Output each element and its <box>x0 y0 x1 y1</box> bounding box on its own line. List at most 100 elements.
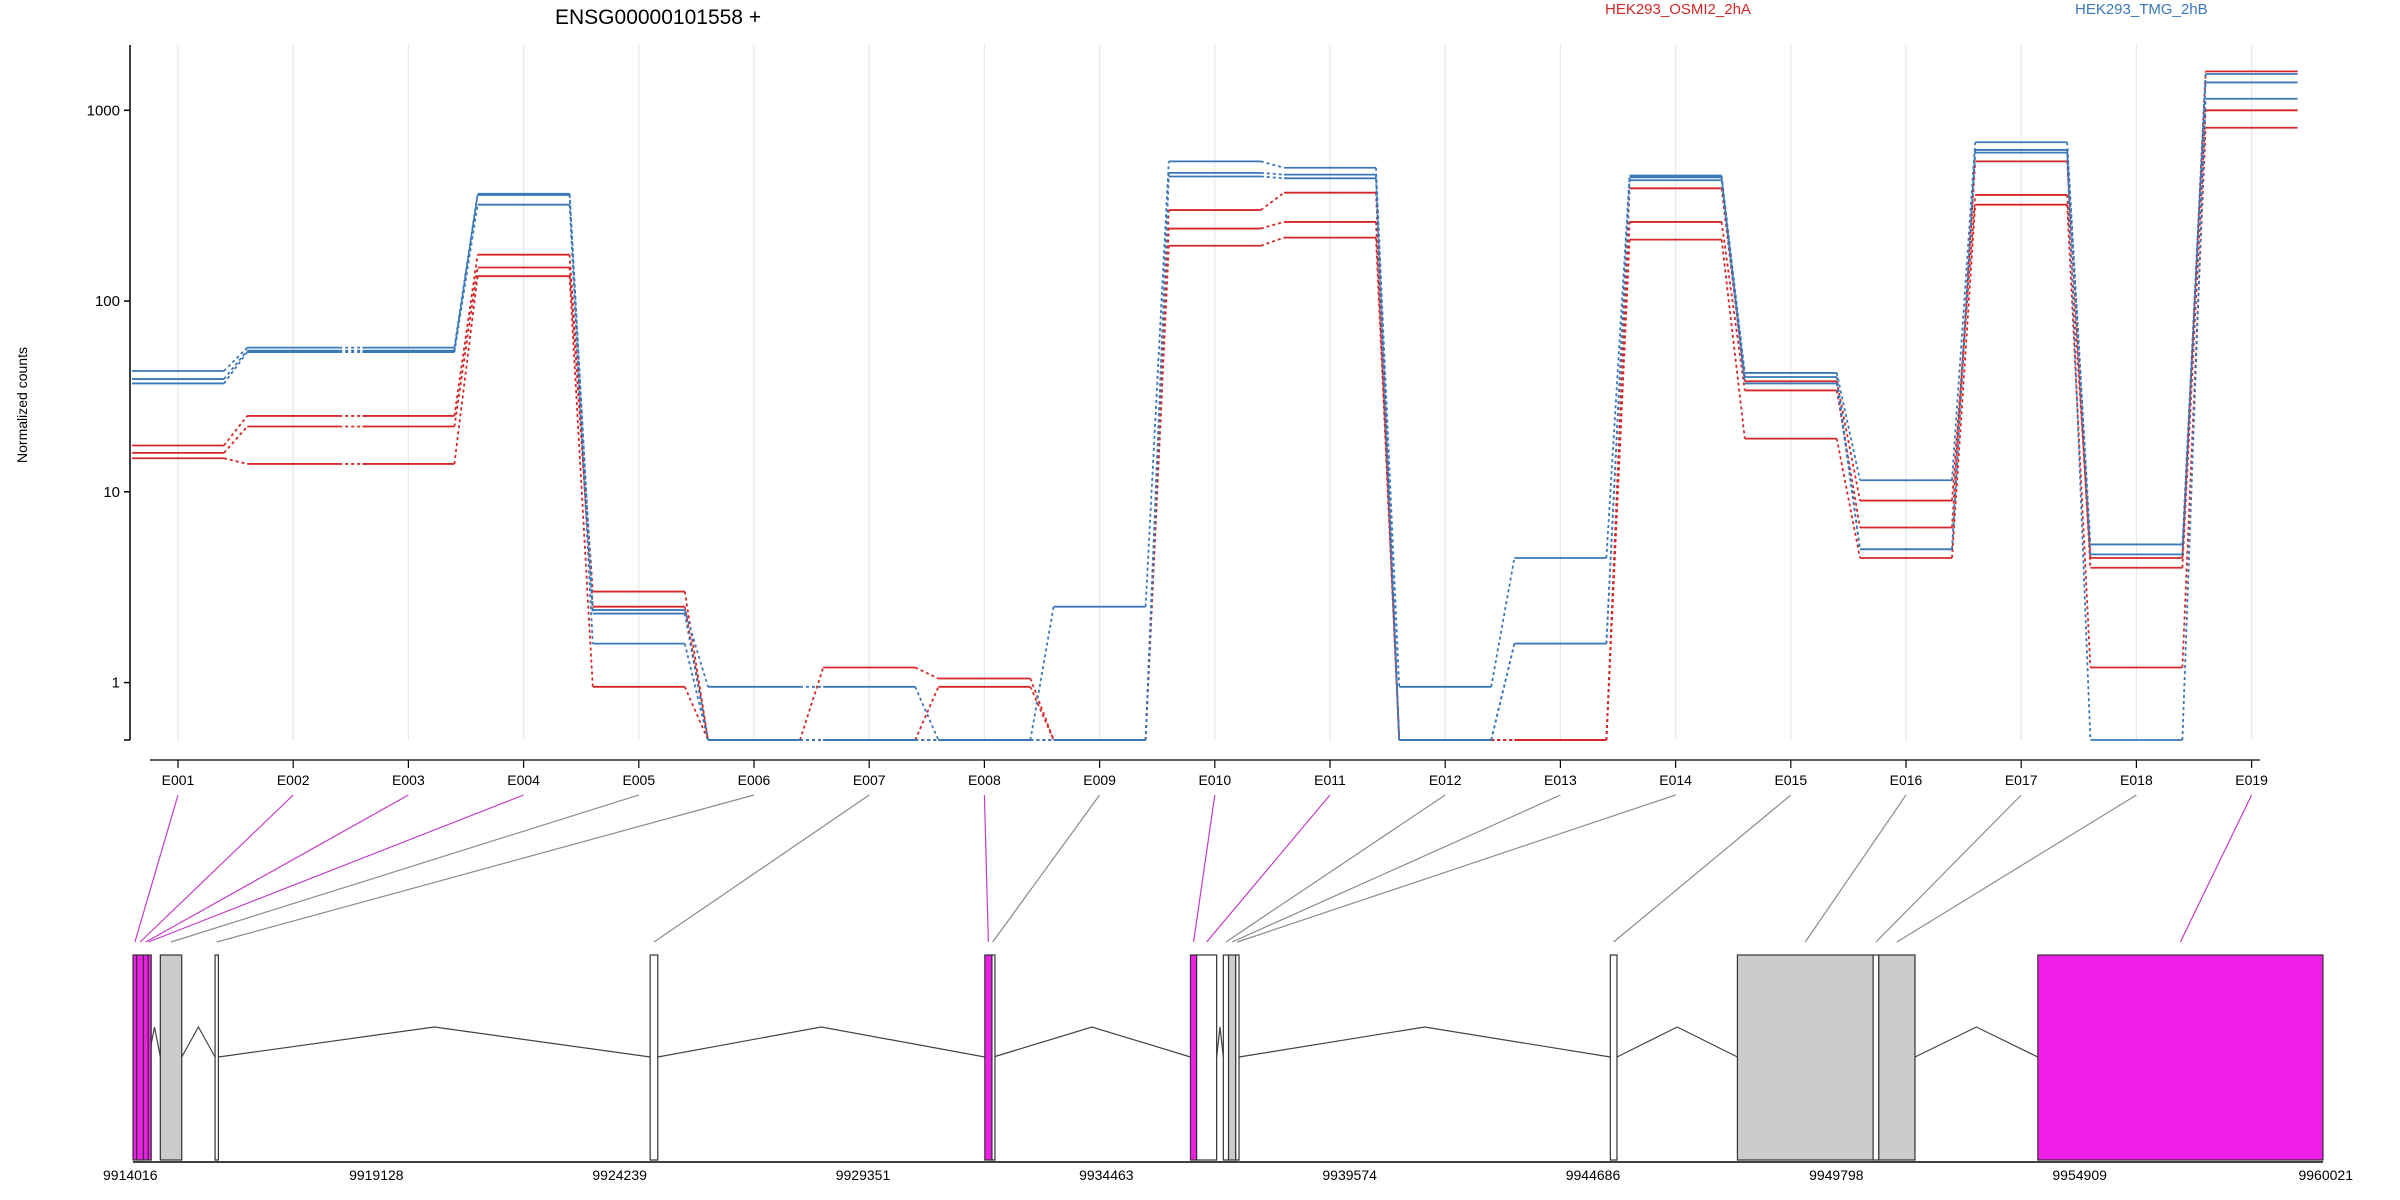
y-tick-label: 1000 <box>87 102 120 119</box>
x-tick-label: E007 <box>853 772 886 788</box>
exon-box <box>1189 954 1198 1161</box>
series-connector <box>683 613 709 741</box>
exon-link <box>139 794 294 943</box>
x-tick-label: E006 <box>738 772 771 788</box>
x-tick-label: E019 <box>2235 772 2268 788</box>
exon-box <box>1878 954 1916 1161</box>
coord-tick-label: 9924239 <box>592 1167 647 1183</box>
series-connector <box>568 194 594 614</box>
series-connector <box>683 643 709 741</box>
series-connector <box>2066 142 2092 545</box>
intron <box>1238 1026 1611 1058</box>
series-connector <box>1835 390 1861 528</box>
series-connector <box>1260 171 1285 176</box>
series-connector <box>683 609 709 688</box>
exon-link <box>1192 794 1216 943</box>
exon-box <box>214 954 220 1161</box>
series-connector <box>2181 110 2207 568</box>
series-connector <box>914 686 940 741</box>
exon-box <box>649 954 659 1161</box>
series-connector <box>683 686 709 741</box>
series-connector <box>453 276 479 465</box>
coord-tick-label: 9914016 <box>103 1167 158 1183</box>
series-connector <box>1720 221 1746 391</box>
series-connector <box>223 415 248 447</box>
exon-box <box>984 954 993 1161</box>
x-tick-label: E015 <box>1774 772 1807 788</box>
series-connector <box>2066 149 2092 555</box>
x-tick-label: E018 <box>2120 772 2153 788</box>
exon-link <box>145 794 409 943</box>
series-connector <box>223 351 248 384</box>
x-tick-label: E008 <box>968 772 1001 788</box>
series-connector <box>1029 686 1055 741</box>
legend-entry-osmi2: HEK293_OSMI2_2hA <box>1605 1 1751 18</box>
exon-box <box>1222 954 1230 1161</box>
series-connector <box>914 686 940 741</box>
series-connector <box>1029 606 1055 741</box>
series-connector <box>1951 152 1977 550</box>
series-connector <box>1144 161 1170 607</box>
exon-box <box>159 954 183 1161</box>
exon-box <box>1196 954 1218 1161</box>
series-connector <box>1260 191 1285 211</box>
grid-lines <box>177 45 2253 740</box>
series-connector <box>1835 383 1861 550</box>
series-connector <box>683 591 709 741</box>
exon-labels: E001 E002 E003 E004 E005 E006 E007 E008 E009 E010… <box>150 759 2268 788</box>
exon-link <box>983 794 989 943</box>
exon-box <box>2037 954 2324 1161</box>
exon-link <box>1237 794 1676 943</box>
exon-link <box>216 794 755 943</box>
series-connector <box>1260 236 1285 247</box>
series-connector <box>223 350 248 380</box>
x-tick-label: E013 <box>1544 772 1577 788</box>
y-axis-label: Normalized counts <box>14 347 30 463</box>
exon-box <box>147 954 152 1161</box>
exon-link-lines <box>134 794 2253 943</box>
x-tick-label: E004 <box>507 772 540 788</box>
legend-entry-tmg: HEK293_TMG_2hB <box>2075 1 2208 18</box>
exon-link <box>1231 794 1561 943</box>
series-3 <box>132 73 2298 741</box>
series-connector <box>1144 228 1170 741</box>
chart-title: ENSG00000101558 + <box>555 6 761 29</box>
intron <box>657 1026 985 1058</box>
x-tick-label: E016 <box>1890 772 1923 788</box>
x-tick-label: E011 <box>1314 772 1346 788</box>
intron <box>218 1026 651 1058</box>
x-tick-label: E010 <box>1198 772 1231 788</box>
series-connector <box>1835 438 1861 559</box>
coord-tick-label: 9919128 <box>349 1167 404 1183</box>
series-connector <box>1260 221 1285 230</box>
x-tick-label: E003 <box>392 772 425 788</box>
series-connector <box>914 666 939 680</box>
series-connector <box>453 204 479 353</box>
series-connector <box>1951 142 1977 481</box>
x-tick-label: E001 <box>162 772 195 788</box>
coord-tick-label: 9929351 <box>836 1167 891 1183</box>
exon-link <box>134 794 179 943</box>
coord-tick-label: 9954909 <box>2052 1167 2107 1183</box>
series-connector <box>1605 180 1631 644</box>
y-tick-label: 100 <box>95 293 120 310</box>
series-connector <box>2066 204 2092 668</box>
series-connector <box>1835 381 1861 501</box>
x-tick-label: E005 <box>622 772 655 788</box>
exon-box <box>1736 954 1874 1161</box>
exon-link <box>1225 794 1446 943</box>
exon-box <box>1872 954 1880 1161</box>
series-connector <box>2066 152 2092 741</box>
intron <box>1216 1026 1224 1058</box>
exon-box <box>1609 954 1618 1161</box>
exon-link <box>148 794 524 943</box>
series-2 <box>132 126 2298 741</box>
intron <box>1616 1026 1738 1058</box>
series-connector <box>2181 98 2207 741</box>
exon-box <box>1235 954 1240 1161</box>
series-connector <box>1835 372 1861 481</box>
series-connector <box>1144 176 1170 741</box>
x-tick-label: E009 <box>1083 772 1116 788</box>
exon-link <box>1896 794 2137 943</box>
